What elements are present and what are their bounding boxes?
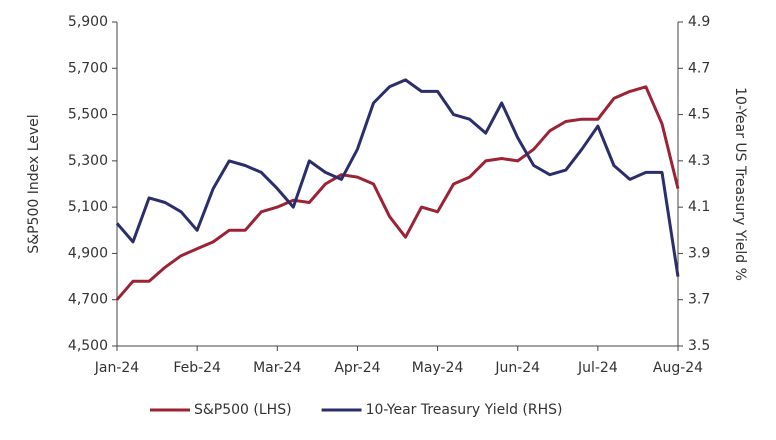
legend-label: 10-Year Treasury Yield (RHS) (366, 402, 563, 418)
x-tick-label: May-24 (412, 360, 464, 376)
y-tick-label: 5,300 (68, 153, 108, 169)
x-tick-label: Jul-24 (577, 360, 618, 376)
y2-axis-label: 10-Year US Treasury Yield % (732, 87, 748, 281)
y-tick-label: 4,500 (68, 338, 108, 354)
x-tick-label: Apr-24 (334, 360, 380, 376)
y2-tick-label: 4.5 (688, 107, 710, 123)
y2-tick-label: 3.5 (688, 338, 710, 354)
y-axis-label: S&P500 Index Level (26, 114, 42, 253)
x-tick-label: Aug-24 (653, 360, 703, 376)
x-tick-label: Jan-24 (94, 360, 140, 376)
series-line (115, 85, 680, 301)
y2-tick-label: 4.7 (688, 60, 710, 76)
y2-tick-label: 4.1 (688, 199, 710, 215)
y-tick-label: 5,700 (68, 60, 108, 76)
y-tick-label: 5,100 (68, 199, 108, 215)
x-tick-label: Jun-24 (494, 360, 540, 376)
y2-tick-label: 4.3 (688, 153, 710, 169)
y2-tick-label: 3.9 (688, 245, 710, 261)
y2-tick-label: 4.9 (688, 14, 710, 30)
y2-tick-label: 3.7 (688, 292, 710, 308)
x-tick-label: Feb-24 (173, 360, 221, 376)
series-line (115, 78, 680, 277)
x-tick-label: Mar-24 (253, 360, 301, 376)
legend-label: S&P500 (LHS) (194, 402, 292, 418)
y-tick-label: 4,900 (68, 245, 108, 261)
y-tick-label: 5,900 (68, 14, 108, 30)
y-tick-label: 4,700 (68, 292, 108, 308)
y-tick-label: 5,500 (68, 107, 108, 123)
